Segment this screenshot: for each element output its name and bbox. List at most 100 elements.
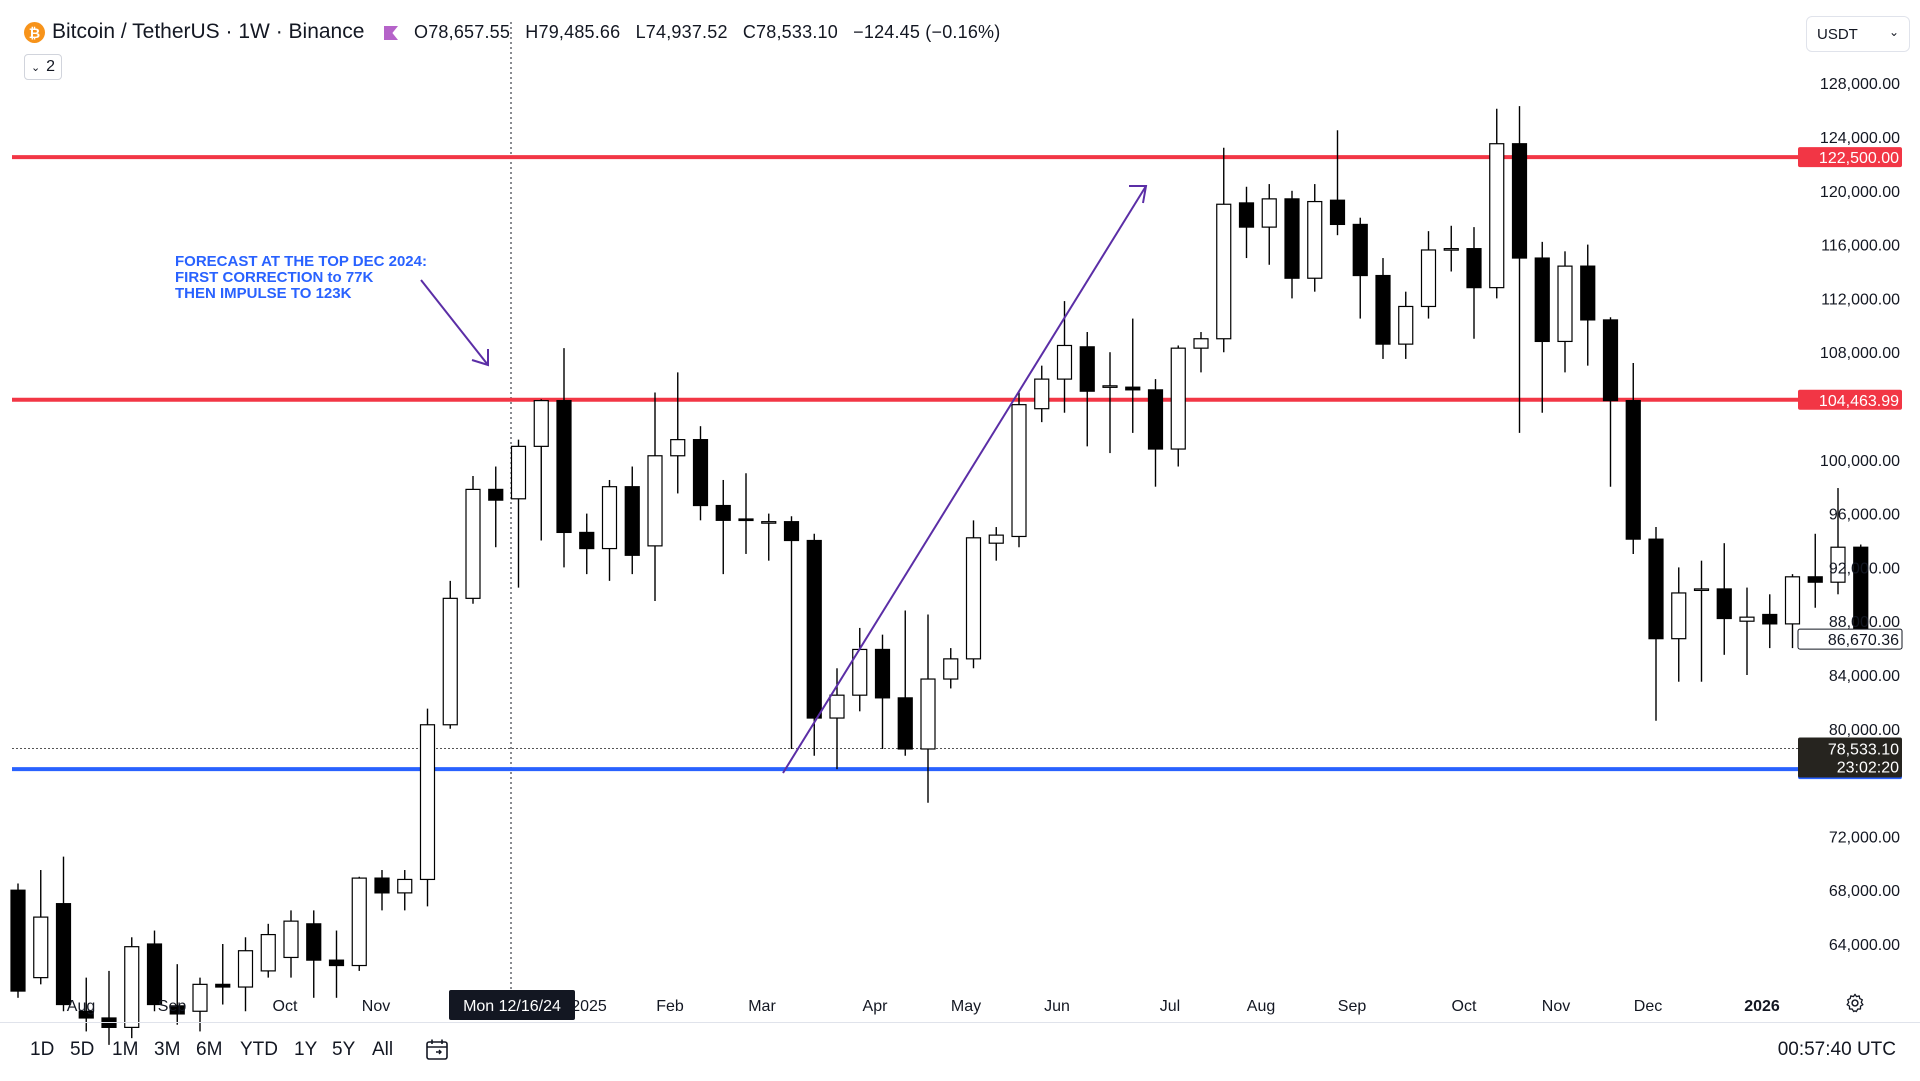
flag-icon[interactable] xyxy=(384,26,398,40)
settings-gear-icon[interactable] xyxy=(1844,992,1866,1014)
candle[interactable] xyxy=(670,372,686,494)
candle[interactable] xyxy=(1329,130,1346,236)
candle[interactable] xyxy=(1398,291,1414,359)
candle[interactable] xyxy=(1511,106,1528,433)
range-button-3m[interactable]: 3M xyxy=(154,1039,181,1060)
currency-select[interactable]: USDT ⌄ xyxy=(1806,16,1910,52)
candle[interactable] xyxy=(328,930,345,998)
candle[interactable] xyxy=(169,964,185,1025)
candle[interactable] xyxy=(351,876,367,971)
range-button-5d[interactable]: 5D xyxy=(70,1039,95,1060)
candle[interactable] xyxy=(465,475,481,604)
candle[interactable] xyxy=(419,708,436,907)
marker-price-tag[interactable]: 86,670.36 xyxy=(1797,628,1903,650)
candle[interactable] xyxy=(715,479,731,575)
candle[interactable] xyxy=(374,870,390,911)
range-button-1y[interactable]: 1Y xyxy=(294,1039,318,1060)
candle[interactable] xyxy=(1466,227,1482,339)
candle[interactable] xyxy=(874,634,891,749)
candle[interactable] xyxy=(283,910,299,978)
calendar-goto-icon[interactable] xyxy=(424,1037,450,1063)
range-button-1d[interactable]: 1D xyxy=(30,1039,55,1060)
candle[interactable] xyxy=(146,930,163,1012)
candle[interactable] xyxy=(1625,362,1641,554)
candle[interactable] xyxy=(1784,574,1801,649)
candle[interactable] xyxy=(829,668,845,770)
candle[interactable] xyxy=(1375,258,1391,359)
candle[interactable] xyxy=(943,648,959,689)
candle[interactable] xyxy=(1648,527,1664,721)
candle[interactable] xyxy=(192,977,208,1032)
candle[interactable] xyxy=(124,937,140,1039)
candle[interactable] xyxy=(738,473,754,554)
candle[interactable] xyxy=(397,870,413,911)
candle[interactable] xyxy=(761,513,777,561)
candle[interactable] xyxy=(260,923,276,978)
candle[interactable] xyxy=(647,392,663,602)
candle[interactable] xyxy=(1807,533,1823,608)
candle[interactable] xyxy=(533,399,549,541)
candle[interactable] xyxy=(33,870,49,985)
candle[interactable] xyxy=(601,479,618,581)
candle[interactable] xyxy=(1693,560,1710,682)
candle[interactable] xyxy=(1216,147,1232,353)
range-button-ytd[interactable]: YTD xyxy=(240,1039,278,1060)
range-button-5y[interactable]: 5Y xyxy=(332,1039,356,1060)
candle[interactable] xyxy=(1056,301,1073,413)
candle[interactable] xyxy=(1489,108,1505,299)
candle[interactable] xyxy=(10,883,26,998)
candle[interactable] xyxy=(488,466,504,548)
candle[interactable] xyxy=(1261,184,1277,265)
candle[interactable] xyxy=(1011,392,1027,548)
candle[interactable] xyxy=(1671,567,1687,682)
candle[interactable] xyxy=(1284,190,1300,299)
candle[interactable] xyxy=(1580,244,1596,366)
candle[interactable] xyxy=(579,513,595,575)
candle[interactable] xyxy=(920,614,936,803)
candle[interactable] xyxy=(965,520,982,669)
candle[interactable] xyxy=(237,937,254,1012)
candle[interactable] xyxy=(692,426,709,521)
candle[interactable] xyxy=(1853,544,1869,645)
candle[interactable] xyxy=(1443,225,1459,272)
candle[interactable] xyxy=(1762,594,1778,649)
candle[interactable] xyxy=(897,610,913,756)
candle[interactable] xyxy=(1079,332,1095,447)
candle[interactable] xyxy=(783,516,800,749)
candle[interactable] xyxy=(1830,488,1846,595)
candle[interactable] xyxy=(1238,186,1255,259)
candle[interactable] xyxy=(1034,365,1050,423)
candle[interactable] xyxy=(442,580,458,729)
candle[interactable] xyxy=(215,944,231,1005)
level-price-tag-0[interactable]: 122,500.00 xyxy=(1798,147,1902,168)
candle[interactable] xyxy=(556,348,572,568)
candle[interactable] xyxy=(1125,318,1141,433)
candle[interactable] xyxy=(852,627,868,712)
symbol-title[interactable]: Bitcoin / TetherUS · 1W · Binance xyxy=(52,20,365,43)
candle[interactable] xyxy=(1739,587,1755,675)
candle[interactable] xyxy=(806,533,822,756)
candle[interactable] xyxy=(306,910,322,998)
range-button-all[interactable]: All xyxy=(372,1039,394,1060)
candle[interactable] xyxy=(1557,251,1573,373)
candle[interactable] xyxy=(510,439,527,588)
candle[interactable] xyxy=(1170,345,1186,467)
candle[interactable] xyxy=(1102,352,1118,454)
range-button-6m[interactable]: 6M xyxy=(196,1039,223,1060)
utc-clock[interactable]: 00:57:40 UTC xyxy=(1777,1039,1896,1060)
candle[interactable] xyxy=(1193,332,1209,373)
candle[interactable] xyxy=(1352,217,1368,319)
candle[interactable] xyxy=(988,527,1004,561)
candle[interactable] xyxy=(1307,184,1323,292)
candle[interactable] xyxy=(1147,379,1164,487)
candle[interactable] xyxy=(1534,241,1550,413)
range-button-1m[interactable]: 1M xyxy=(112,1039,139,1060)
candle[interactable] xyxy=(1716,543,1732,655)
level-price-tag-1[interactable]: 104,463.99 xyxy=(1798,389,1902,410)
candle[interactable] xyxy=(1420,231,1437,319)
candle[interactable] xyxy=(1602,317,1619,487)
candle[interactable] xyxy=(624,466,640,575)
candle[interactable] xyxy=(55,856,72,1012)
